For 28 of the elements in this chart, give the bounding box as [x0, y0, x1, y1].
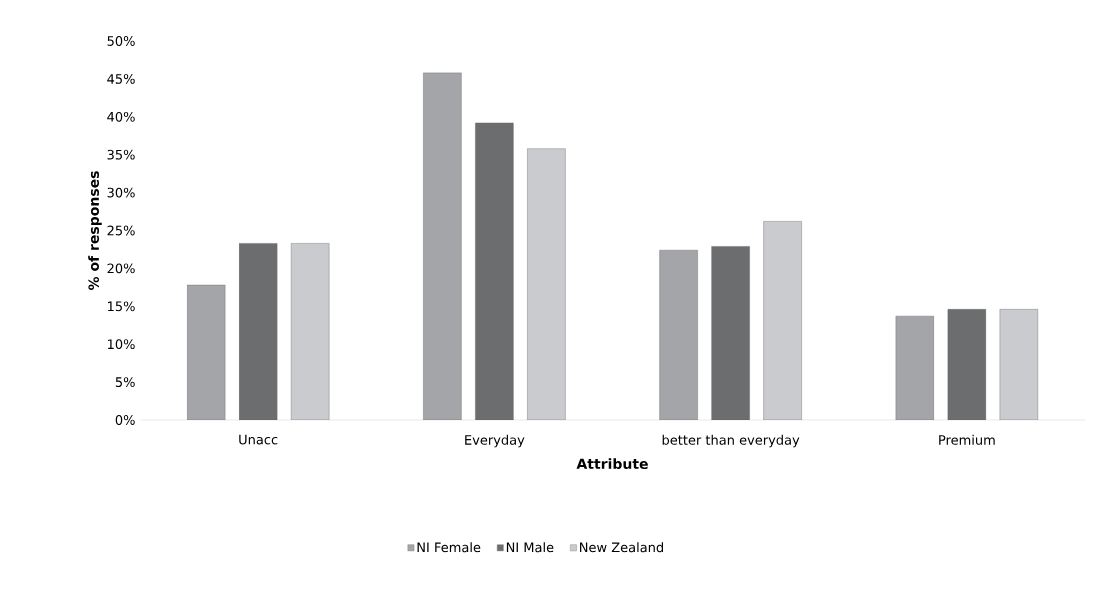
- legend-label: NI Female: [417, 542, 481, 553]
- bar: [711, 246, 750, 420]
- y-tick-label: 25%: [107, 225, 135, 236]
- legend-label: NI Male: [506, 542, 554, 553]
- y-tick-label: 0%: [115, 415, 135, 425]
- legend-label: New Zealand: [580, 542, 663, 553]
- y-tick-label: 5%: [115, 377, 135, 388]
- x-tick-label: Everyday: [465, 434, 525, 448]
- x-tick-label: Unacc: [239, 434, 278, 445]
- y-tick-label: 30%: [107, 187, 135, 198]
- y-tick-label: 20%: [107, 263, 135, 274]
- y-tick-label: 45%: [107, 73, 135, 84]
- bar: [895, 315, 935, 420]
- x-tick-label: better than everyday: [662, 434, 800, 448]
- bar: [238, 243, 278, 420]
- bar: [659, 250, 698, 420]
- bar: [947, 309, 987, 420]
- y-tick-label: 40%: [107, 111, 135, 122]
- y-tick-label: 10%: [108, 339, 135, 350]
- x-axis-title: Attribute: [576, 458, 648, 470]
- bar: [186, 284, 226, 420]
- y-tick-label: 15%: [108, 301, 135, 312]
- y-tick-label: 50%: [107, 36, 135, 46]
- y-tick-label: 35%: [107, 149, 135, 160]
- bar: [475, 122, 514, 420]
- x-tick-label: Premium: [939, 434, 995, 445]
- bar: [423, 72, 462, 420]
- y-axis-title: % of responses: [88, 171, 102, 291]
